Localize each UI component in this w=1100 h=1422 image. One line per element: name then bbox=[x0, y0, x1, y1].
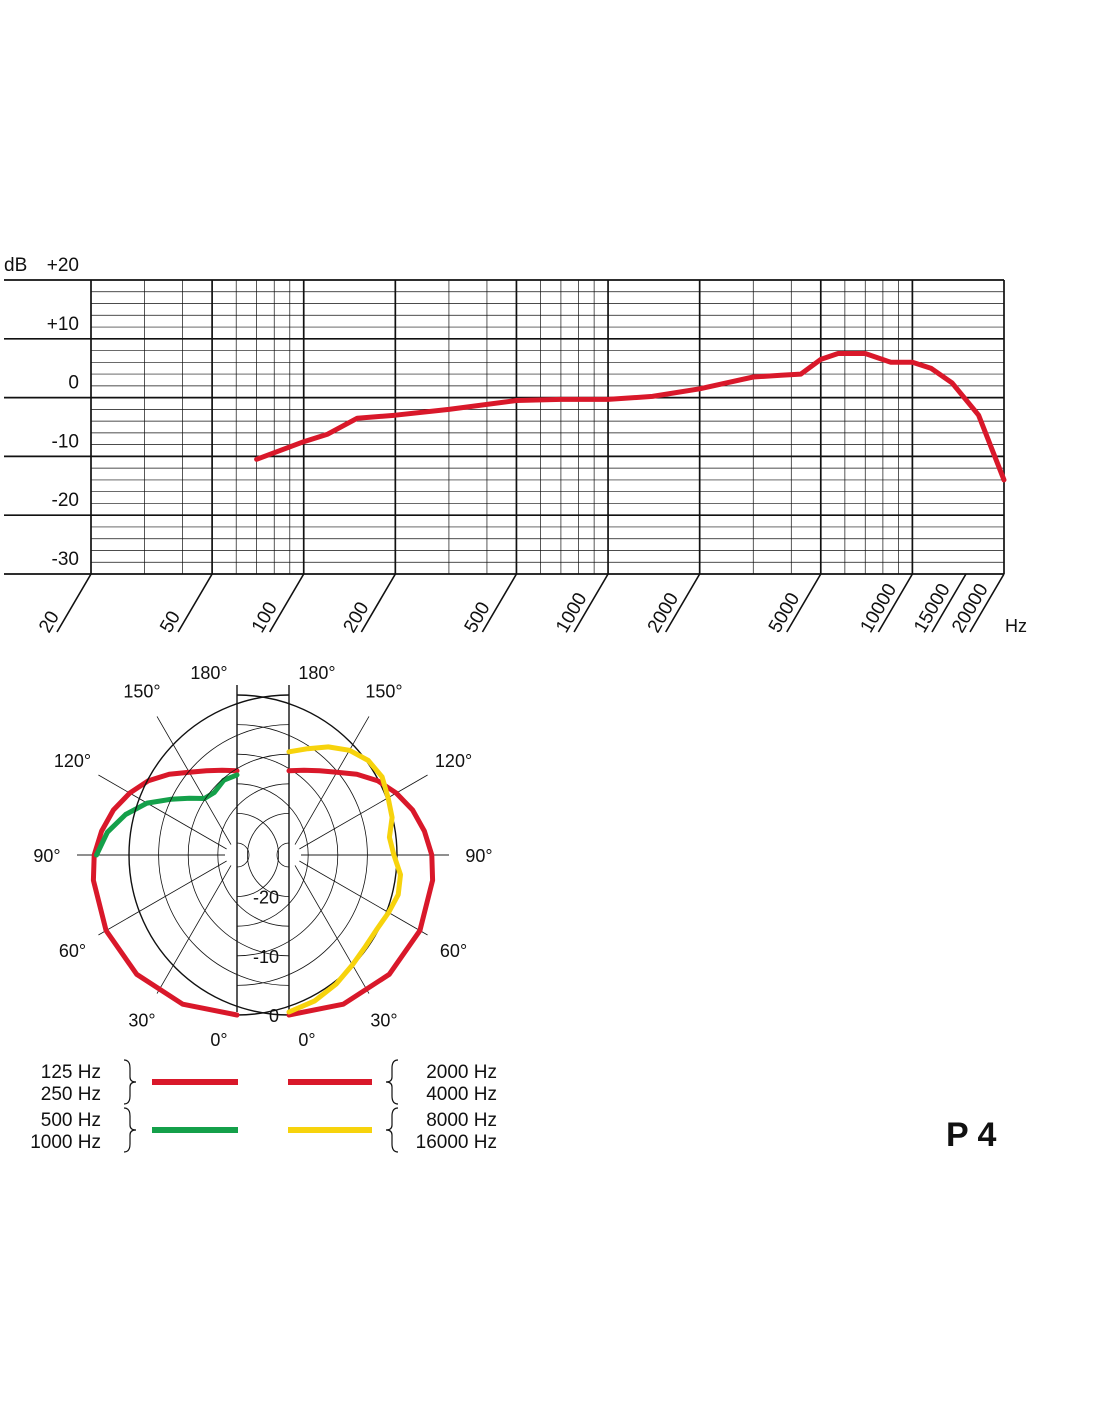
legend-brace bbox=[123, 1107, 137, 1153]
polar-ring bbox=[158, 724, 290, 986]
polar-spoke bbox=[294, 716, 370, 845]
polar-spoke bbox=[98, 774, 227, 850]
polar-angle-label: 30° bbox=[370, 1011, 397, 1031]
polar-spoke bbox=[294, 865, 370, 994]
legend-label: 500 Hz bbox=[41, 1110, 101, 1131]
x-tick-slant bbox=[877, 573, 914, 633]
x-tick-slant bbox=[786, 573, 822, 633]
polar-spoke bbox=[299, 860, 428, 936]
legend-brace bbox=[385, 1107, 399, 1153]
y-tick-label: 0 bbox=[68, 373, 79, 394]
legend-label: 4000 Hz bbox=[426, 1084, 497, 1105]
legend-label: 250 Hz bbox=[41, 1084, 101, 1105]
x-tick-slant bbox=[56, 573, 92, 633]
x-tick-slant bbox=[664, 573, 701, 633]
polar-ring bbox=[128, 694, 290, 1016]
x-tick-label: 50 bbox=[156, 608, 185, 637]
polar-curve bbox=[286, 744, 403, 1015]
polar-angle-label: 150° bbox=[365, 681, 402, 701]
x-tick-label: 100 bbox=[248, 599, 282, 637]
frequency-response-chart: 20 50 100 200 500 1000 2000 5000 10000 1500020000… bbox=[4, 255, 1027, 637]
x-tick-slant bbox=[360, 573, 397, 633]
legend-label: 2000 Hz bbox=[426, 1062, 497, 1083]
polar-angle-label: 90° bbox=[465, 846, 492, 866]
polar-angle-label: 30° bbox=[128, 1011, 155, 1031]
polar-ring bbox=[276, 842, 290, 868]
polar-angle-label: 90° bbox=[33, 846, 60, 866]
x-tick-slant bbox=[177, 573, 213, 633]
x-tick-label: 20 bbox=[35, 608, 64, 637]
x-tick-slant bbox=[573, 573, 609, 633]
polar-curve bbox=[90, 767, 240, 1018]
x-tick-label: 20000 bbox=[948, 580, 993, 636]
polar-angle-label: 60° bbox=[440, 941, 467, 961]
y-axis-label: dB bbox=[4, 255, 27, 276]
legend-brace bbox=[385, 1059, 399, 1105]
polar-spoke bbox=[299, 774, 428, 850]
x-tick-label: 15000 bbox=[910, 580, 955, 636]
polar-angle-label: 120° bbox=[54, 751, 91, 771]
polar-pattern-right: 30° 60° 90° 120° 150° 180° 0° 0 -10 -20 bbox=[128, 663, 493, 1050]
polar-angle-label: 180° bbox=[298, 663, 335, 683]
legend-label: 125 Hz bbox=[41, 1062, 101, 1083]
polar-angle-label: 180° bbox=[190, 663, 227, 683]
polar-angle-label: 150° bbox=[123, 681, 160, 701]
polar-ring bbox=[187, 753, 290, 957]
y-tick-label: -30 bbox=[52, 549, 79, 570]
polar-ring bbox=[247, 813, 290, 897]
legend-label: 16000 Hz bbox=[416, 1132, 497, 1153]
y-tick-label: -20 bbox=[52, 490, 79, 511]
x-tick-label: 500 bbox=[461, 599, 495, 637]
polar-angle-label: 0° bbox=[298, 1030, 315, 1050]
legend-label: 1000 Hz bbox=[30, 1132, 101, 1153]
polar-ring bbox=[217, 783, 290, 927]
polar-angle-label: 60° bbox=[59, 941, 86, 961]
model-label: P 4 bbox=[946, 1116, 997, 1154]
x-tick-label: 200 bbox=[339, 599, 373, 637]
polar-radial-label: -10 bbox=[253, 947, 279, 967]
polar-ring bbox=[236, 842, 250, 868]
x-tick-label: 10000 bbox=[857, 580, 902, 636]
y-tick-label: -10 bbox=[52, 431, 79, 452]
polar-spoke bbox=[98, 860, 227, 936]
polar-ring bbox=[236, 813, 279, 897]
polar-angle-label: 120° bbox=[435, 751, 472, 771]
polar-angle-label: 0° bbox=[210, 1030, 227, 1050]
polar-pattern-left: 30° 60° 90° 120° 150° 180° 0° bbox=[33, 663, 398, 1050]
polar-spoke bbox=[156, 865, 232, 994]
legend-label: 8000 Hz bbox=[426, 1110, 497, 1131]
x-axis-label: Hz bbox=[1005, 616, 1027, 636]
x-tick-slant bbox=[481, 573, 518, 633]
polar-spoke bbox=[156, 716, 232, 845]
polar-curve bbox=[94, 772, 240, 858]
x-tick-slant bbox=[931, 573, 967, 633]
x-tick-slant bbox=[269, 573, 305, 633]
x-tick-slant bbox=[969, 573, 1005, 633]
y-tick-label: +20 bbox=[47, 255, 79, 276]
polar-radial-label: -20 bbox=[253, 888, 279, 908]
legend-brace bbox=[123, 1059, 137, 1105]
y-tick-label: +10 bbox=[47, 314, 79, 335]
polar-radial-label: 0 bbox=[269, 1006, 279, 1026]
polar-curve bbox=[286, 767, 436, 1018]
response-curve bbox=[254, 351, 1007, 483]
